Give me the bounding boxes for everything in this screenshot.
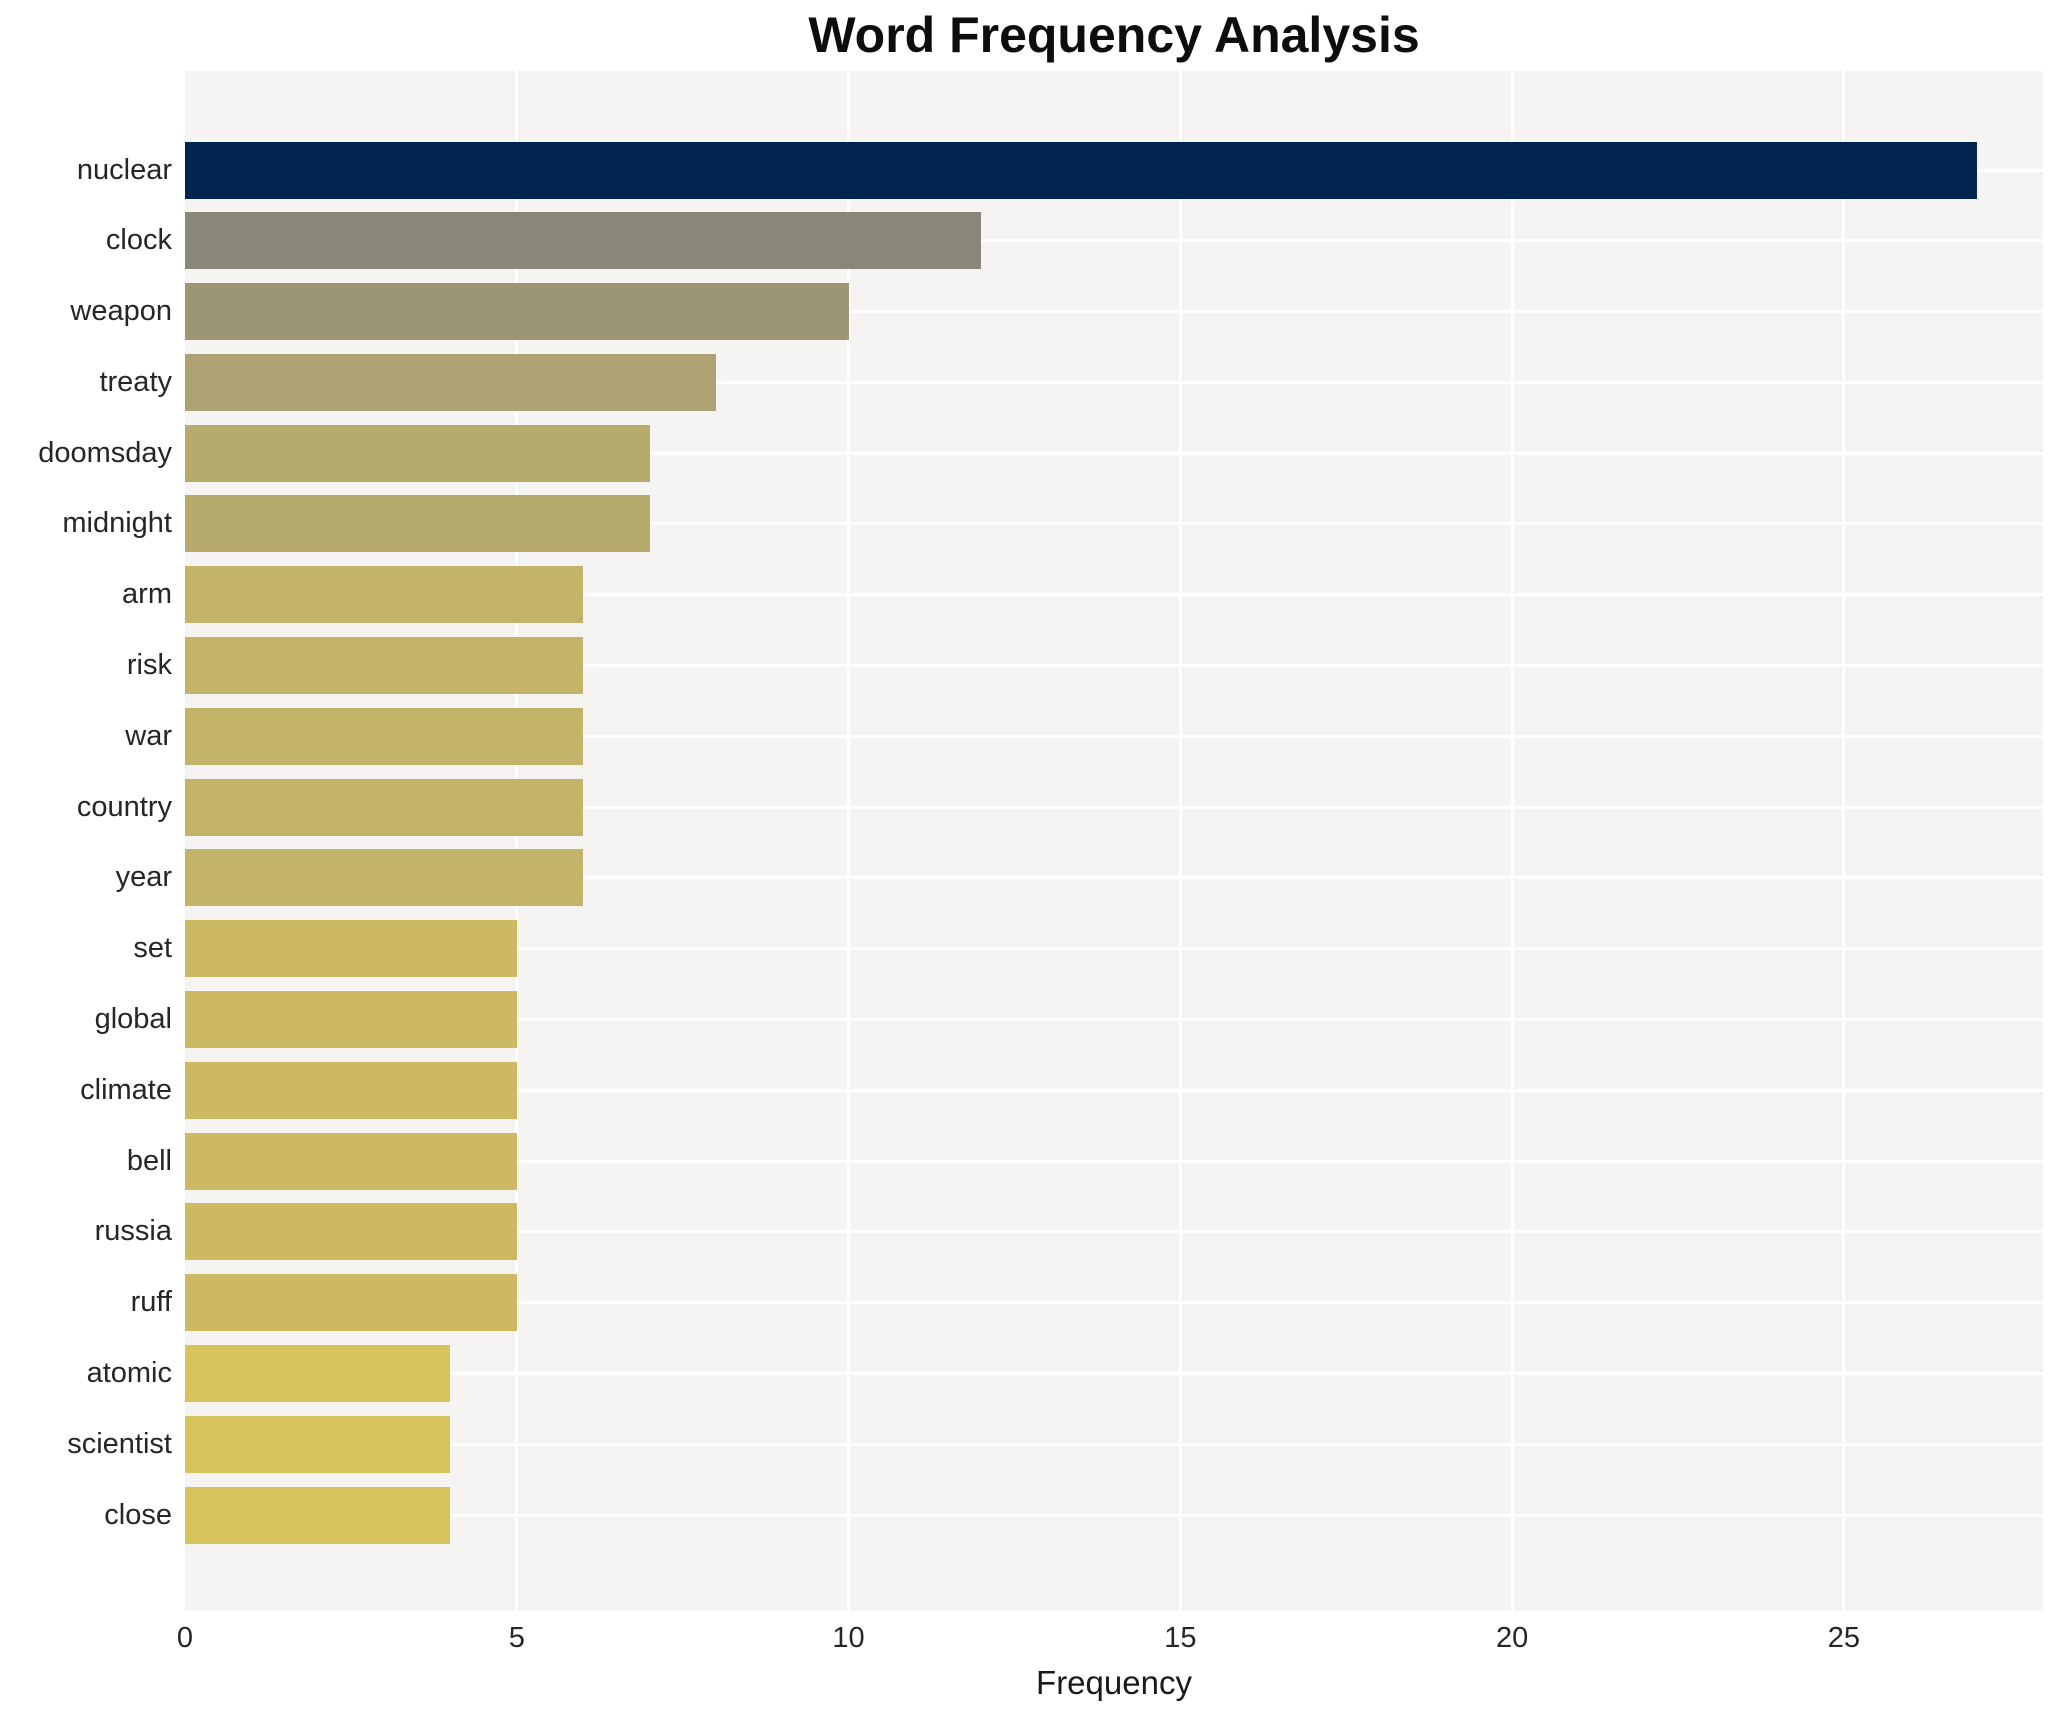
gridline-horizontal [185, 451, 2043, 455]
y-label-russia: russia [94, 1215, 172, 1248]
bar-russia [185, 1203, 517, 1261]
gridline-horizontal [185, 522, 2043, 526]
y-label-scientist: scientist [67, 1427, 172, 1460]
x-tick-10: 10 [832, 1622, 865, 1654]
gridline-horizontal [185, 239, 2043, 243]
bar-climate [185, 1061, 517, 1119]
gridline-vertical [515, 71, 519, 1611]
y-label-risk: risk [126, 649, 172, 682]
gridline-horizontal [185, 1513, 2043, 1517]
gridline-horizontal [185, 1017, 2043, 1021]
y-label-year: year [115, 861, 172, 894]
gridline-horizontal [185, 593, 2043, 597]
bar-global [185, 990, 517, 1048]
y-label-climate: climate [80, 1073, 172, 1106]
bar-nuclear [185, 141, 1977, 199]
bar-weapon [185, 283, 849, 341]
y-label-set: set [133, 932, 172, 965]
y-label-ruff: ruff [130, 1286, 172, 1319]
x-tick-5: 5 [508, 1622, 525, 1654]
y-label-bell: bell [126, 1144, 172, 1177]
x-tick-15: 15 [1164, 1622, 1197, 1654]
gridline-vertical [1842, 71, 1846, 1611]
gridline-horizontal [185, 805, 2043, 809]
x-axis-title: Frequency [1036, 1664, 1192, 1701]
gridline-horizontal [185, 1301, 2043, 1305]
y-label-treaty: treaty [99, 365, 172, 398]
gridline-horizontal [185, 1371, 2043, 1375]
gridline-horizontal [185, 1159, 2043, 1163]
gridline-horizontal [185, 664, 2043, 668]
x-tick-25: 25 [1827, 1622, 1861, 1654]
y-label-country: country [76, 790, 172, 823]
x-tick-20: 20 [1496, 1622, 1529, 1654]
y-label-close: close [104, 1498, 172, 1531]
chart-title: Word Frequency Analysis [808, 7, 1420, 63]
y-label-doomsday: doomsday [38, 436, 172, 469]
bar-midnight [185, 495, 650, 553]
y-label-weapon: weapon [70, 295, 172, 328]
y-label-clock: clock [105, 224, 172, 257]
gridline-horizontal [185, 876, 2043, 880]
y-label-nuclear: nuclear [76, 153, 172, 186]
bar-ruff [185, 1274, 517, 1332]
bar-atomic [185, 1344, 451, 1402]
gridline-vertical [1510, 71, 1514, 1611]
gridline-horizontal [185, 734, 2043, 738]
x-tick-0: 0 [176, 1622, 194, 1654]
gridline-horizontal [185, 380, 2043, 384]
bar-bell [185, 1132, 517, 1190]
y-label-atomic: atomic [86, 1356, 172, 1389]
plot-area [185, 71, 2043, 1611]
bar-country [185, 778, 584, 836]
gridline-horizontal [185, 1442, 2043, 1446]
bar-doomsday [185, 424, 650, 482]
gridline-vertical [847, 71, 851, 1611]
y-label-midnight: midnight [62, 507, 172, 540]
gridline-horizontal [185, 1230, 2043, 1234]
bar-treaty [185, 353, 716, 411]
bar-set [185, 920, 517, 978]
gridline-horizontal [185, 947, 2043, 951]
gridline-horizontal [185, 310, 2043, 314]
gridline-vertical [1178, 71, 1182, 1611]
gridline-horizontal [185, 1088, 2043, 1092]
bar-close [185, 1486, 451, 1544]
bar-year [185, 849, 584, 907]
bar-scientist [185, 1415, 451, 1473]
bar-war [185, 707, 584, 765]
bar-risk [185, 637, 584, 695]
y-label-arm: arm [122, 578, 172, 611]
bar-arm [185, 566, 584, 624]
bar-clock [185, 212, 982, 270]
y-label-global: global [94, 1002, 172, 1035]
y-label-war: war [125, 719, 172, 752]
